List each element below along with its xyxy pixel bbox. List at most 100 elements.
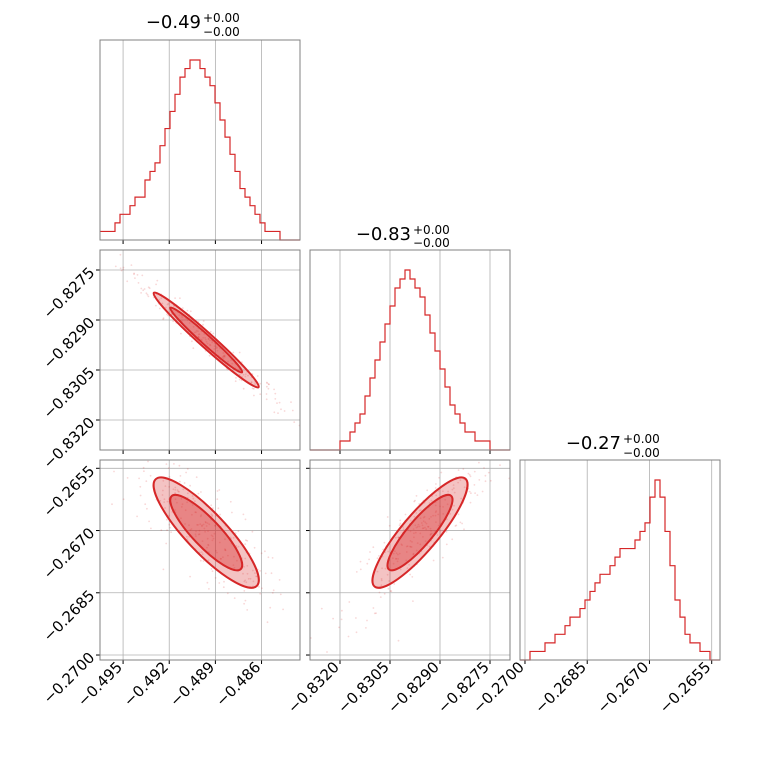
sample-point <box>167 314 170 317</box>
sample-point <box>415 526 418 529</box>
sample-point <box>186 501 189 504</box>
x-tick-label: −0.486 <box>212 658 264 710</box>
sample-point <box>378 555 380 557</box>
sample-point <box>440 471 443 474</box>
sample-point <box>229 536 232 539</box>
sample-point <box>265 398 268 401</box>
sample-point <box>196 524 199 526</box>
sample-point <box>238 351 241 354</box>
sample-point <box>137 282 140 284</box>
sample-point <box>180 506 183 508</box>
sample-point <box>413 536 415 539</box>
sample-point <box>473 484 476 486</box>
sample-point <box>394 550 396 553</box>
sample-point <box>239 374 241 376</box>
sample-point <box>397 639 400 642</box>
sample-point <box>276 402 278 404</box>
sample-point <box>397 553 399 556</box>
sample-point <box>139 485 142 488</box>
sample-point <box>427 525 429 528</box>
sample-point <box>150 527 152 530</box>
sample-point <box>442 513 445 515</box>
sample-point <box>147 460 149 463</box>
sample-point <box>400 543 403 546</box>
sample-point <box>162 317 165 319</box>
sample-point <box>484 480 487 483</box>
sample-point <box>244 543 247 545</box>
sample-point <box>201 524 204 527</box>
sample-point <box>436 534 439 536</box>
sample-point <box>272 589 275 592</box>
sample-point <box>174 297 177 299</box>
sample-point <box>200 491 202 493</box>
sample-point <box>291 409 294 412</box>
sample-point <box>405 559 408 562</box>
joint-panel-p1-p2 <box>306 459 511 664</box>
sample-point <box>178 490 181 493</box>
sample-point <box>340 618 343 621</box>
sample-point <box>156 279 159 282</box>
sample-point <box>147 295 150 298</box>
sample-point <box>227 554 229 557</box>
title-param-2: −0.27 +0.00 −0.00 <box>566 432 660 460</box>
histogram-panel-param-0 <box>99 39 301 244</box>
sample-point <box>179 475 182 477</box>
sample-point <box>467 472 470 475</box>
sample-point <box>447 490 449 493</box>
sample-point <box>246 572 249 575</box>
sample-point <box>254 383 256 385</box>
sample-point <box>207 530 209 532</box>
sample-point <box>280 408 282 411</box>
sample-point <box>405 545 408 548</box>
sample-point <box>432 514 434 517</box>
sample-point <box>355 617 357 619</box>
sample-point <box>215 345 218 348</box>
sample-point <box>399 522 402 525</box>
sample-point <box>256 375 259 377</box>
sample-point <box>398 524 401 527</box>
sample-point <box>259 592 262 595</box>
sample-point <box>425 528 428 531</box>
sample-point <box>162 568 165 571</box>
sample-point <box>253 394 255 397</box>
sample-point <box>457 481 459 484</box>
sample-point <box>406 567 409 569</box>
sample-point <box>376 570 379 573</box>
sample-point <box>402 526 404 528</box>
sample-point <box>372 607 375 609</box>
sample-point <box>424 526 426 529</box>
sample-point <box>213 348 216 350</box>
sample-point <box>283 410 286 412</box>
sample-point <box>241 361 243 363</box>
sample-point <box>214 524 217 527</box>
sample-point <box>412 528 415 530</box>
sample-point <box>380 584 383 587</box>
sample-point <box>422 520 425 523</box>
sample-point <box>434 514 437 517</box>
sample-point <box>468 490 471 493</box>
sample-point <box>430 529 432 532</box>
sample-point <box>223 355 226 357</box>
sample-point <box>247 374 249 377</box>
sample-point <box>119 267 122 270</box>
sample-point <box>199 523 202 526</box>
sample-point <box>384 567 387 570</box>
sample-point <box>428 517 431 520</box>
sample-point <box>211 341 214 344</box>
sample-point <box>202 560 205 562</box>
sample-point <box>174 492 177 494</box>
sample-point <box>379 596 382 598</box>
sample-point <box>266 621 269 624</box>
sample-point <box>243 590 246 592</box>
title-2-minus: −0.00 <box>623 446 660 460</box>
sample-point <box>441 556 444 559</box>
sample-point <box>278 579 281 581</box>
sample-point <box>207 544 210 547</box>
sample-point <box>174 509 176 511</box>
sample-point <box>243 602 246 605</box>
sample-point <box>451 538 454 541</box>
sample-point <box>264 550 266 553</box>
sample-point <box>372 546 375 549</box>
sample-point <box>251 530 254 533</box>
sample-point <box>468 474 471 476</box>
